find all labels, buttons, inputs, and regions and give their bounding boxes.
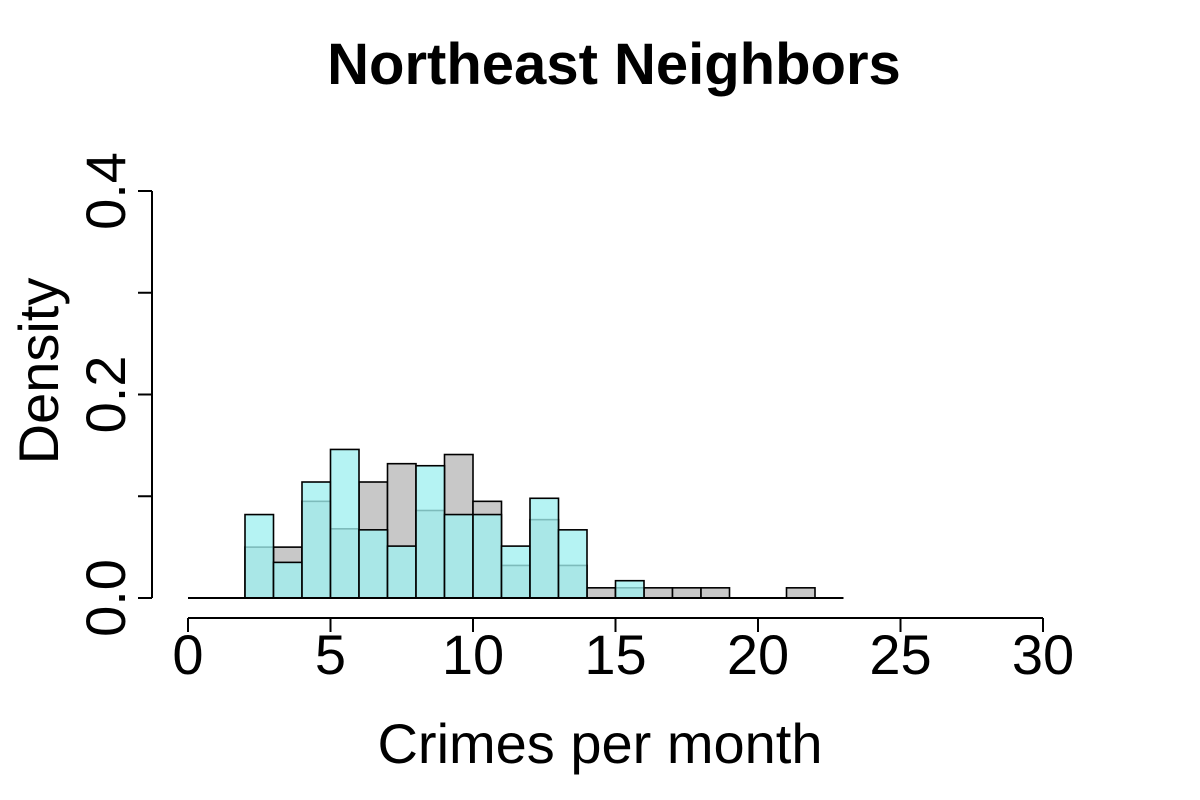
- histogram-bar: [329, 448, 360, 599]
- chart-title: Northeast Neighbors: [327, 32, 901, 97]
- x-tick-label: 15: [584, 623, 646, 686]
- histogram-bar: [586, 587, 617, 599]
- histogram-bar: [472, 513, 503, 599]
- histogram-bar: [557, 529, 588, 599]
- histogram-bar: [272, 561, 303, 599]
- x-axis-label: Crimes per month: [377, 712, 822, 775]
- histogram-bar: [671, 587, 702, 599]
- bars-layer: [188, 448, 844, 599]
- histogram-bar: [700, 587, 731, 599]
- x-axis: 0 5 10 15 20 25 30: [172, 617, 1074, 686]
- histogram-bar: [643, 587, 674, 599]
- x-tick-label: 25: [869, 623, 931, 686]
- x-tick-label: 30: [1012, 623, 1074, 686]
- y-tick-label: 0.4: [74, 152, 137, 230]
- histogram-bar: [358, 529, 389, 599]
- y-tick-label: 0.2: [74, 356, 137, 434]
- y-tick-label: 0.0: [74, 559, 137, 637]
- histogram-bar: [500, 545, 531, 599]
- y-axis: 0.0 0.2 0.4: [74, 152, 153, 637]
- x-tick-label: 10: [442, 623, 504, 686]
- series-1: [244, 448, 645, 599]
- histogram-bar: [614, 579, 645, 599]
- histogram-bar: [301, 481, 332, 599]
- histogram-bar: [386, 545, 417, 599]
- histogram-bar: [785, 587, 816, 599]
- histogram-bar: [529, 497, 560, 599]
- x-tick-label: 20: [727, 623, 789, 686]
- histogram-bar: [415, 464, 446, 599]
- histogram-bar: [443, 513, 474, 599]
- y-axis-label: Density: [7, 278, 70, 465]
- histogram-bar: [244, 513, 275, 599]
- x-tick-label: 0: [172, 623, 203, 686]
- x-tick-label: 5: [315, 623, 346, 686]
